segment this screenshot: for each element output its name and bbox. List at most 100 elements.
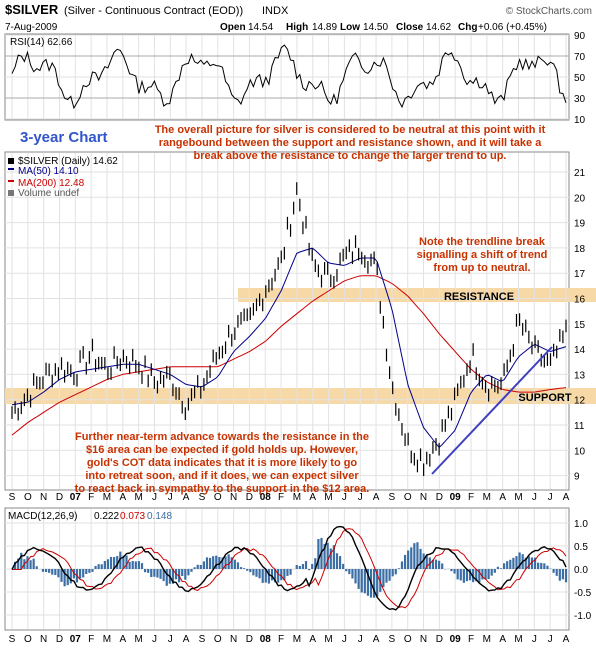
macd-panel: 1.0 0.5 0.0 -0.5 -1.0 MACD(12,26,9) 0.222 0.… (4, 507, 592, 631)
price-tick-label: 9 (574, 472, 580, 483)
rsi-panel: RSI(14) 62.66 90 70 50 30 10 (4, 31, 586, 126)
month-tick-label: M (514, 634, 522, 645)
month-tick-label: M (324, 492, 332, 503)
price-bars (11, 182, 567, 477)
rsi-tick-label: 90 (574, 31, 586, 42)
resistance-label: RESISTANCE (444, 291, 514, 303)
month-tick-label: M (483, 492, 491, 503)
svg-text:Chg: Chg (458, 22, 477, 33)
month-tick-label: 09 (450, 492, 462, 503)
svg-text:rangebound between the support: rangebound between the support and resis… (159, 137, 543, 149)
month-tick-label: D (56, 634, 63, 645)
month-tick-label: M (134, 492, 142, 503)
svg-text:from up to neutral.: from up to neutral. (433, 262, 530, 274)
macd-signal-line (12, 528, 567, 609)
svg-text:gold's COT data indicates that: gold's COT data indicates that it is mor… (87, 457, 358, 469)
overview-annotation: The overall picture for silver is consid… (155, 124, 546, 162)
month-tick-label: A (183, 492, 190, 503)
month-tick-label: O (24, 634, 32, 645)
price-tick-label: 16 (574, 295, 586, 306)
price-panel: 21 20 19 18 17 16 15 14 13 12 11 10 9 $SILVER (Daily… (4, 151, 596, 491)
chart-exchange: INDX (262, 5, 289, 17)
month-tick-label: A (119, 634, 126, 645)
month-tick-label: M (103, 634, 111, 645)
month-tick-label: N (230, 492, 237, 503)
svg-text:MA(200) 12.48: MA(200) 12.48 (18, 178, 85, 189)
month-tick-label: F (88, 634, 94, 645)
svg-text:MACD(12,26,9): MACD(12,26,9) (8, 511, 77, 522)
svg-text:0.073: 0.073 (120, 511, 145, 522)
svg-text:Close: Close (396, 22, 424, 33)
forecast-annotation: Further near-term advance towards the re… (75, 431, 370, 495)
month-tick-label: S (389, 634, 396, 645)
svg-text:to react back in sympathy to t: to react back in sympathy to the support… (75, 483, 370, 495)
svg-text:High: High (286, 22, 308, 33)
macd-tick-label: 1.0 (574, 519, 588, 530)
watermark: © StockCharts.com (506, 6, 592, 17)
ma200-line (11, 275, 567, 436)
macd-line (11, 525, 567, 611)
month-tick-label: D (436, 634, 443, 645)
resistance-band (238, 288, 596, 302)
chart-description: (Silver - Continuous Contract (EOD)) (64, 5, 243, 17)
month-tick-label: 08 (260, 634, 272, 645)
month-tick-label: M (514, 492, 522, 503)
month-tick-label: N (40, 634, 47, 645)
month-tick-label: J (358, 492, 363, 503)
svg-text:Open: Open (220, 22, 246, 33)
price-legend: $SILVER (Daily) 14.62 MA(50) 14.10 MA(20… (8, 156, 118, 199)
chart-symbol: $SILVER (5, 2, 59, 17)
month-tick-label: O (214, 634, 222, 645)
trendline (431, 346, 553, 475)
month-tick-label: O (24, 492, 32, 503)
month-tick-label: F (278, 492, 284, 503)
svg-text:14.89: 14.89 (312, 22, 337, 33)
month-tick-label: J (342, 634, 347, 645)
price-tick-label: 10 (574, 446, 586, 457)
month-tick-label: 07 (70, 492, 82, 503)
price-tick-label: 15 (574, 320, 586, 331)
chart-title-annotation: 3-year Chart (20, 129, 108, 146)
month-tick-label: A (499, 634, 506, 645)
month-tick-label: D (436, 492, 443, 503)
svg-text:14.50: 14.50 (363, 22, 388, 33)
svg-text:break above the resistance to: break above the resistance to change the… (194, 150, 507, 162)
month-tick-label: J (168, 634, 173, 645)
price-tick-label: 11 (574, 421, 585, 432)
month-tick-label: A (563, 492, 570, 503)
month-tick-label: F (468, 634, 474, 645)
month-tick-label: M (324, 634, 332, 645)
support-label: SUPPORT (518, 392, 571, 404)
month-tick-label: A (309, 634, 316, 645)
rsi-tick-label: 50 (574, 73, 586, 84)
svg-text:Note the trendline break: Note the trendline break (419, 236, 546, 248)
month-tick-label: S (389, 492, 396, 503)
month-tick-label: J (168, 492, 173, 503)
macd-tick-label: 0.0 (574, 565, 588, 576)
price-tick-label: 12 (574, 396, 586, 407)
svg-text:$SILVER (Daily) 14.62: $SILVER (Daily) 14.62 (18, 156, 118, 167)
month-tick-label: D (56, 492, 63, 503)
macd-legend: MACD(12,26,9) 0.222 0.073 0.148 (8, 511, 172, 522)
month-tick-label: A (309, 492, 316, 503)
month-tick-label: D (246, 492, 253, 503)
month-tick-label: J (152, 492, 157, 503)
price-tick-label: 20 (574, 193, 586, 204)
price-tick-label: 13 (574, 370, 586, 381)
price-tick-label: 14 (574, 345, 586, 356)
month-tick-label: M (293, 492, 301, 503)
month-tick-label: A (183, 634, 190, 645)
chart-date: 7-Aug-2009 (5, 22, 58, 33)
month-tick-label: A (119, 492, 126, 503)
month-tick-label: M (293, 634, 301, 645)
month-tick-label: 09 (450, 634, 462, 645)
month-tick-label: D (246, 634, 253, 645)
month-axis-top: S O N D 07 F M A M J J A S O N D 08 F M A M J J A S O N D 09 F M A M J J A (9, 492, 570, 503)
month-tick-label: A (563, 634, 570, 645)
month-tick-label: O (404, 492, 412, 503)
month-tick-label: 07 (70, 634, 82, 645)
month-tick-label: S (199, 634, 206, 645)
svg-text:Further near-term advance towa: Further near-term advance towards the re… (75, 431, 369, 443)
trendline-note: Note the trendline break signalling a sh… (417, 236, 548, 274)
